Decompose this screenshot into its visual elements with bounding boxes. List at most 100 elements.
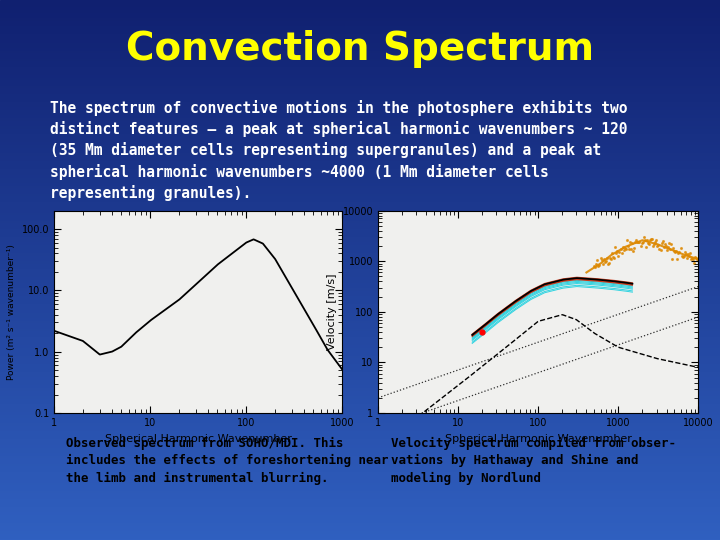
Point bbox=[599, 258, 611, 266]
Bar bbox=[0, 122, 720, 124]
Point bbox=[624, 245, 635, 253]
Bar bbox=[0, 470, 720, 472]
Text: Observed spectrum from SOHO/MDI. This
includes the effects of foreshortening nea: Observed spectrum from SOHO/MDI. This in… bbox=[66, 437, 388, 484]
Bar bbox=[0, 200, 720, 202]
Bar bbox=[0, 262, 720, 265]
Bar bbox=[0, 408, 720, 410]
Bar bbox=[0, 62, 720, 65]
Bar bbox=[0, 127, 720, 130]
Bar bbox=[0, 178, 720, 181]
Point bbox=[641, 236, 652, 245]
Bar bbox=[0, 462, 720, 464]
X-axis label: Spherical Harmonic Wavenumber: Spherical Harmonic Wavenumber bbox=[445, 434, 631, 443]
Bar bbox=[0, 370, 720, 373]
Point bbox=[595, 255, 607, 264]
Bar bbox=[0, 535, 720, 537]
Bar bbox=[0, 270, 720, 273]
Point bbox=[681, 253, 693, 262]
Bar bbox=[0, 186, 720, 189]
Bar bbox=[0, 502, 720, 505]
Bar bbox=[0, 338, 720, 340]
Point bbox=[631, 235, 642, 244]
Bar bbox=[0, 108, 720, 111]
Bar bbox=[0, 11, 720, 14]
Bar bbox=[0, 5, 720, 8]
Bar bbox=[0, 324, 720, 327]
Point bbox=[645, 234, 657, 243]
Point bbox=[631, 237, 643, 246]
Point bbox=[661, 246, 672, 254]
Point bbox=[652, 241, 663, 250]
Bar bbox=[0, 240, 720, 243]
Bar bbox=[0, 46, 720, 49]
Bar bbox=[0, 81, 720, 84]
Bar bbox=[0, 208, 720, 211]
Bar bbox=[0, 302, 720, 305]
Bar bbox=[0, 103, 720, 105]
Bar bbox=[0, 367, 720, 370]
Point bbox=[620, 245, 631, 253]
Bar bbox=[0, 319, 720, 321]
Bar bbox=[0, 27, 720, 30]
Bar bbox=[0, 267, 720, 270]
Point bbox=[649, 240, 660, 249]
Point bbox=[600, 256, 611, 265]
Bar bbox=[0, 22, 720, 24]
Point bbox=[693, 255, 704, 264]
Bar bbox=[0, 157, 720, 159]
Point bbox=[627, 246, 639, 255]
Bar bbox=[0, 221, 720, 224]
Bar bbox=[0, 402, 720, 405]
Bar bbox=[0, 348, 720, 351]
Point bbox=[652, 241, 664, 249]
Bar bbox=[0, 32, 720, 35]
Bar bbox=[0, 173, 720, 176]
Bar bbox=[0, 167, 720, 170]
Bar bbox=[0, 327, 720, 329]
Point bbox=[683, 252, 695, 260]
Point bbox=[610, 243, 621, 252]
Point bbox=[649, 238, 661, 247]
Point bbox=[617, 242, 629, 251]
Bar bbox=[0, 405, 720, 408]
Bar bbox=[0, 224, 720, 227]
Point bbox=[601, 253, 613, 262]
Point bbox=[679, 247, 690, 256]
Bar bbox=[0, 230, 720, 232]
Point bbox=[672, 255, 683, 264]
Bar bbox=[0, 305, 720, 308]
Bar bbox=[0, 232, 720, 235]
Bar bbox=[0, 8, 720, 11]
Bar bbox=[0, 259, 720, 262]
Bar bbox=[0, 321, 720, 324]
Bar bbox=[0, 451, 720, 454]
Bar bbox=[0, 424, 720, 427]
Bar bbox=[0, 216, 720, 219]
Bar bbox=[0, 518, 720, 521]
Bar bbox=[0, 151, 720, 154]
Point bbox=[616, 249, 627, 258]
Bar bbox=[0, 505, 720, 508]
Bar bbox=[0, 94, 720, 97]
Bar bbox=[0, 170, 720, 173]
Point bbox=[622, 241, 634, 250]
Bar bbox=[0, 356, 720, 359]
Bar bbox=[0, 0, 720, 3]
Point bbox=[686, 254, 698, 263]
Bar bbox=[0, 497, 720, 500]
Bar bbox=[0, 400, 720, 402]
Bar bbox=[0, 265, 720, 267]
Point bbox=[668, 246, 680, 255]
Bar bbox=[0, 418, 720, 421]
Bar bbox=[0, 475, 720, 478]
Point bbox=[659, 239, 670, 248]
Bar bbox=[0, 478, 720, 481]
Bar bbox=[0, 43, 720, 46]
Bar bbox=[0, 448, 720, 451]
Point bbox=[670, 248, 681, 256]
Bar bbox=[0, 486, 720, 489]
Bar bbox=[0, 286, 720, 289]
Bar bbox=[0, 135, 720, 138]
Bar bbox=[0, 467, 720, 470]
Bar bbox=[0, 459, 720, 462]
